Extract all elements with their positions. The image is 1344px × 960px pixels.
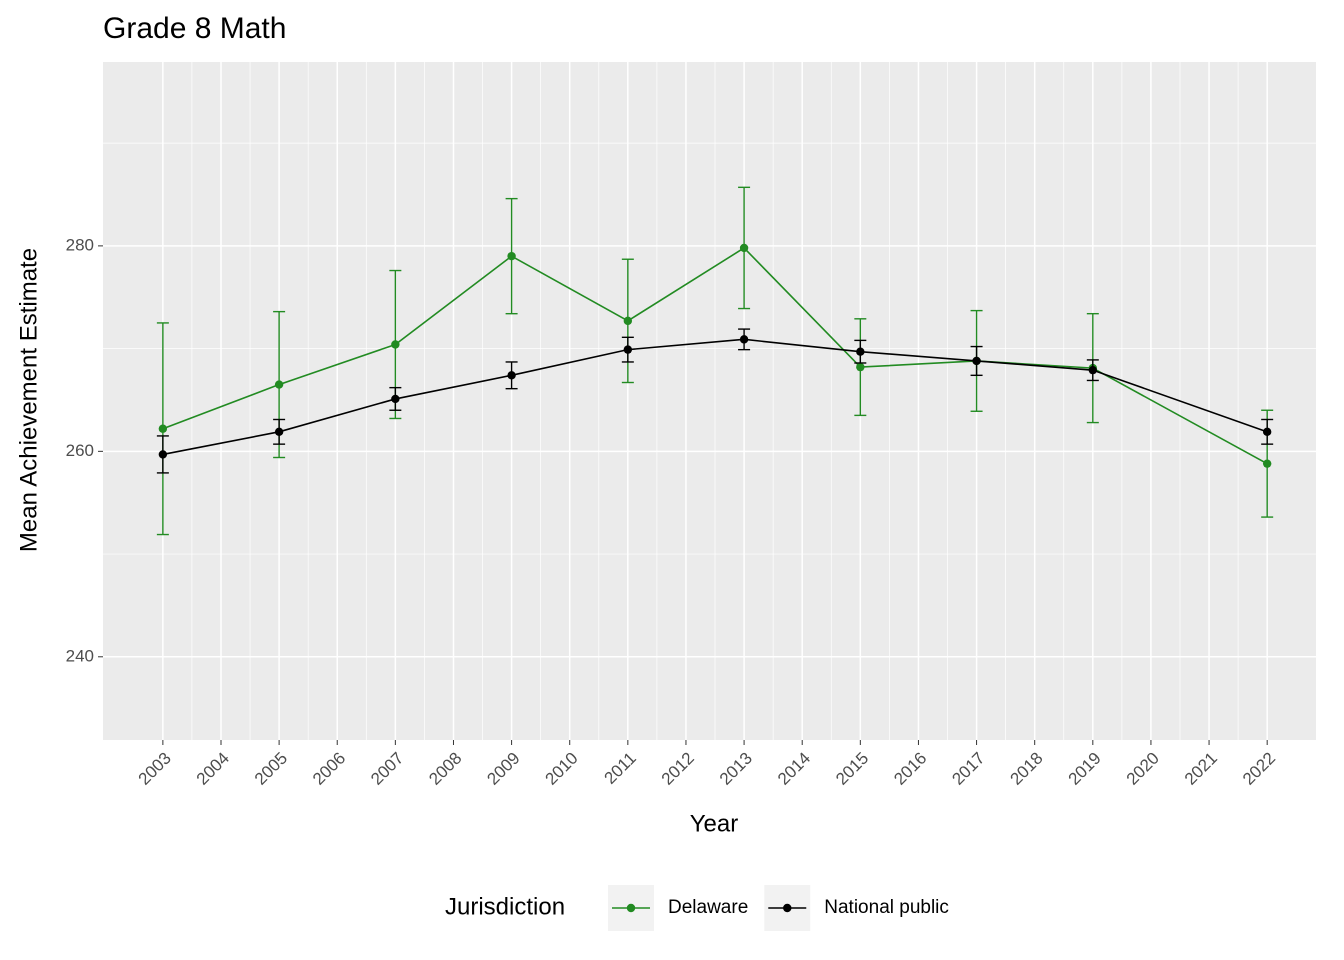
- chart-title: Grade 8 Math: [103, 12, 286, 45]
- data-point: [739, 243, 749, 253]
- x-tick-label: 2021: [1181, 749, 1221, 789]
- y-tick-label: 240: [66, 646, 94, 665]
- data-point: [1262, 427, 1272, 437]
- data-point: [623, 316, 633, 326]
- y-tick-label: 260: [66, 441, 94, 460]
- x-tick-label: 2015: [832, 749, 872, 789]
- x-tick-label: 2014: [774, 749, 814, 789]
- x-tick-label: 2011: [601, 749, 640, 788]
- x-tick-label: 2007: [367, 749, 407, 789]
- legend-point: [783, 903, 792, 913]
- plot-panel: [103, 62, 1316, 740]
- series-line: [162, 338, 1268, 456]
- data-point: [1262, 459, 1272, 468]
- data-point: [856, 347, 865, 356]
- x-tick-label: 2010: [542, 749, 582, 789]
- data-point: [856, 362, 865, 372]
- series-line: [162, 246, 1268, 465]
- data-point: [972, 356, 981, 366]
- x-tick-label: 2005: [251, 749, 291, 789]
- x-tick-label: 2022: [1239, 749, 1279, 789]
- x-tick-label: 2019: [1065, 749, 1105, 789]
- x-tick-label: 2009: [483, 749, 523, 789]
- legend-title: Jurisdiction: [445, 893, 565, 920]
- data-point: [1088, 365, 1098, 375]
- data-point: [739, 335, 749, 344]
- y-axis-title: Mean Achievement Estimate: [15, 248, 42, 552]
- data-point: [274, 427, 284, 437]
- x-tick-label: 2017: [948, 749, 988, 789]
- data-point: [623, 345, 633, 354]
- y-tick-label: 280: [66, 235, 94, 254]
- legend-point: [626, 903, 636, 913]
- data-point: [158, 424, 168, 433]
- x-tick-label: 2012: [658, 749, 698, 789]
- x-tick-label: 2004: [193, 749, 233, 789]
- x-axis-title: Year: [690, 810, 739, 837]
- x-tick-label: 2018: [1007, 749, 1047, 789]
- x-tick-label: 2020: [1123, 749, 1163, 789]
- legend-label: National public: [824, 897, 949, 918]
- data-point: [391, 394, 400, 404]
- x-tick-label: 2016: [890, 749, 930, 789]
- x-tick-label: 2008: [425, 749, 465, 789]
- data-point: [391, 340, 400, 349]
- data-point: [274, 380, 284, 389]
- data-point: [158, 450, 168, 459]
- x-tick-label: 2003: [135, 749, 175, 789]
- legend-label: Delaware: [668, 897, 748, 918]
- x-tick-label: 2013: [716, 749, 756, 789]
- x-tick-label: 2006: [309, 749, 349, 789]
- data-point: [507, 251, 516, 261]
- data-point: [507, 371, 516, 380]
